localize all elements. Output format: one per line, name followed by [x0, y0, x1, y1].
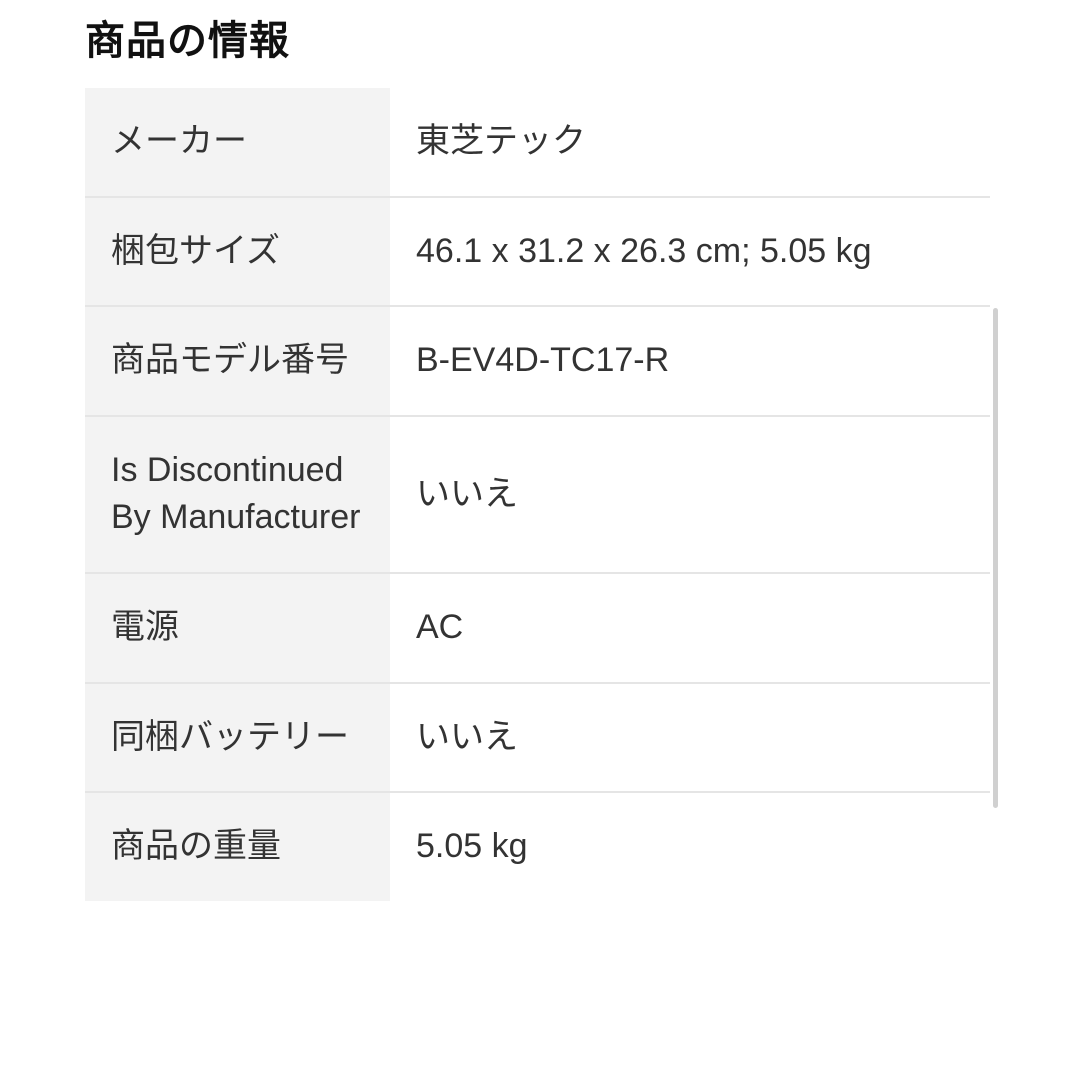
spec-value: いいえ [390, 683, 990, 793]
table-row: Is Discontinued By Manufacturer いいえ [85, 416, 990, 573]
spec-label: 同梱バッテリー [85, 683, 390, 793]
product-info-table: メーカー 東芝テック 梱包サイズ 46.1 x 31.2 x 26.3 cm; … [85, 88, 990, 901]
spec-label: 商品モデル番号 [85, 306, 390, 416]
table-row: 商品モデル番号 B-EV4D-TC17-R [85, 306, 990, 416]
table-row: 梱包サイズ 46.1 x 31.2 x 26.3 cm; 5.05 kg [85, 197, 990, 307]
spec-label: 電源 [85, 573, 390, 683]
spec-value: 46.1 x 31.2 x 26.3 cm; 5.05 kg [390, 197, 990, 307]
spec-value: B-EV4D-TC17-R [390, 306, 990, 416]
table-row: メーカー 東芝テック [85, 88, 990, 197]
scrollbar[interactable] [993, 308, 998, 808]
table-wrapper: メーカー 東芝テック 梱包サイズ 46.1 x 31.2 x 26.3 cm; … [85, 88, 990, 901]
spec-label: メーカー [85, 88, 390, 197]
spec-value: AC [390, 573, 990, 683]
spec-label: 商品の重量 [85, 792, 390, 901]
spec-label: Is Discontinued By Manufacturer [85, 416, 390, 573]
table-row: 商品の重量 5.05 kg [85, 792, 990, 901]
table-row: 同梱バッテリー いいえ [85, 683, 990, 793]
table-row: 電源 AC [85, 573, 990, 683]
spec-value: 5.05 kg [390, 792, 990, 901]
section-title: 商品の情報 [85, 0, 990, 88]
spec-value: いいえ [390, 416, 990, 573]
product-info-section: 商品の情報 メーカー 東芝テック 梱包サイズ 46.1 x 31.2 x 26.… [0, 0, 1080, 901]
spec-value: 東芝テック [390, 88, 990, 197]
spec-label: 梱包サイズ [85, 197, 390, 307]
